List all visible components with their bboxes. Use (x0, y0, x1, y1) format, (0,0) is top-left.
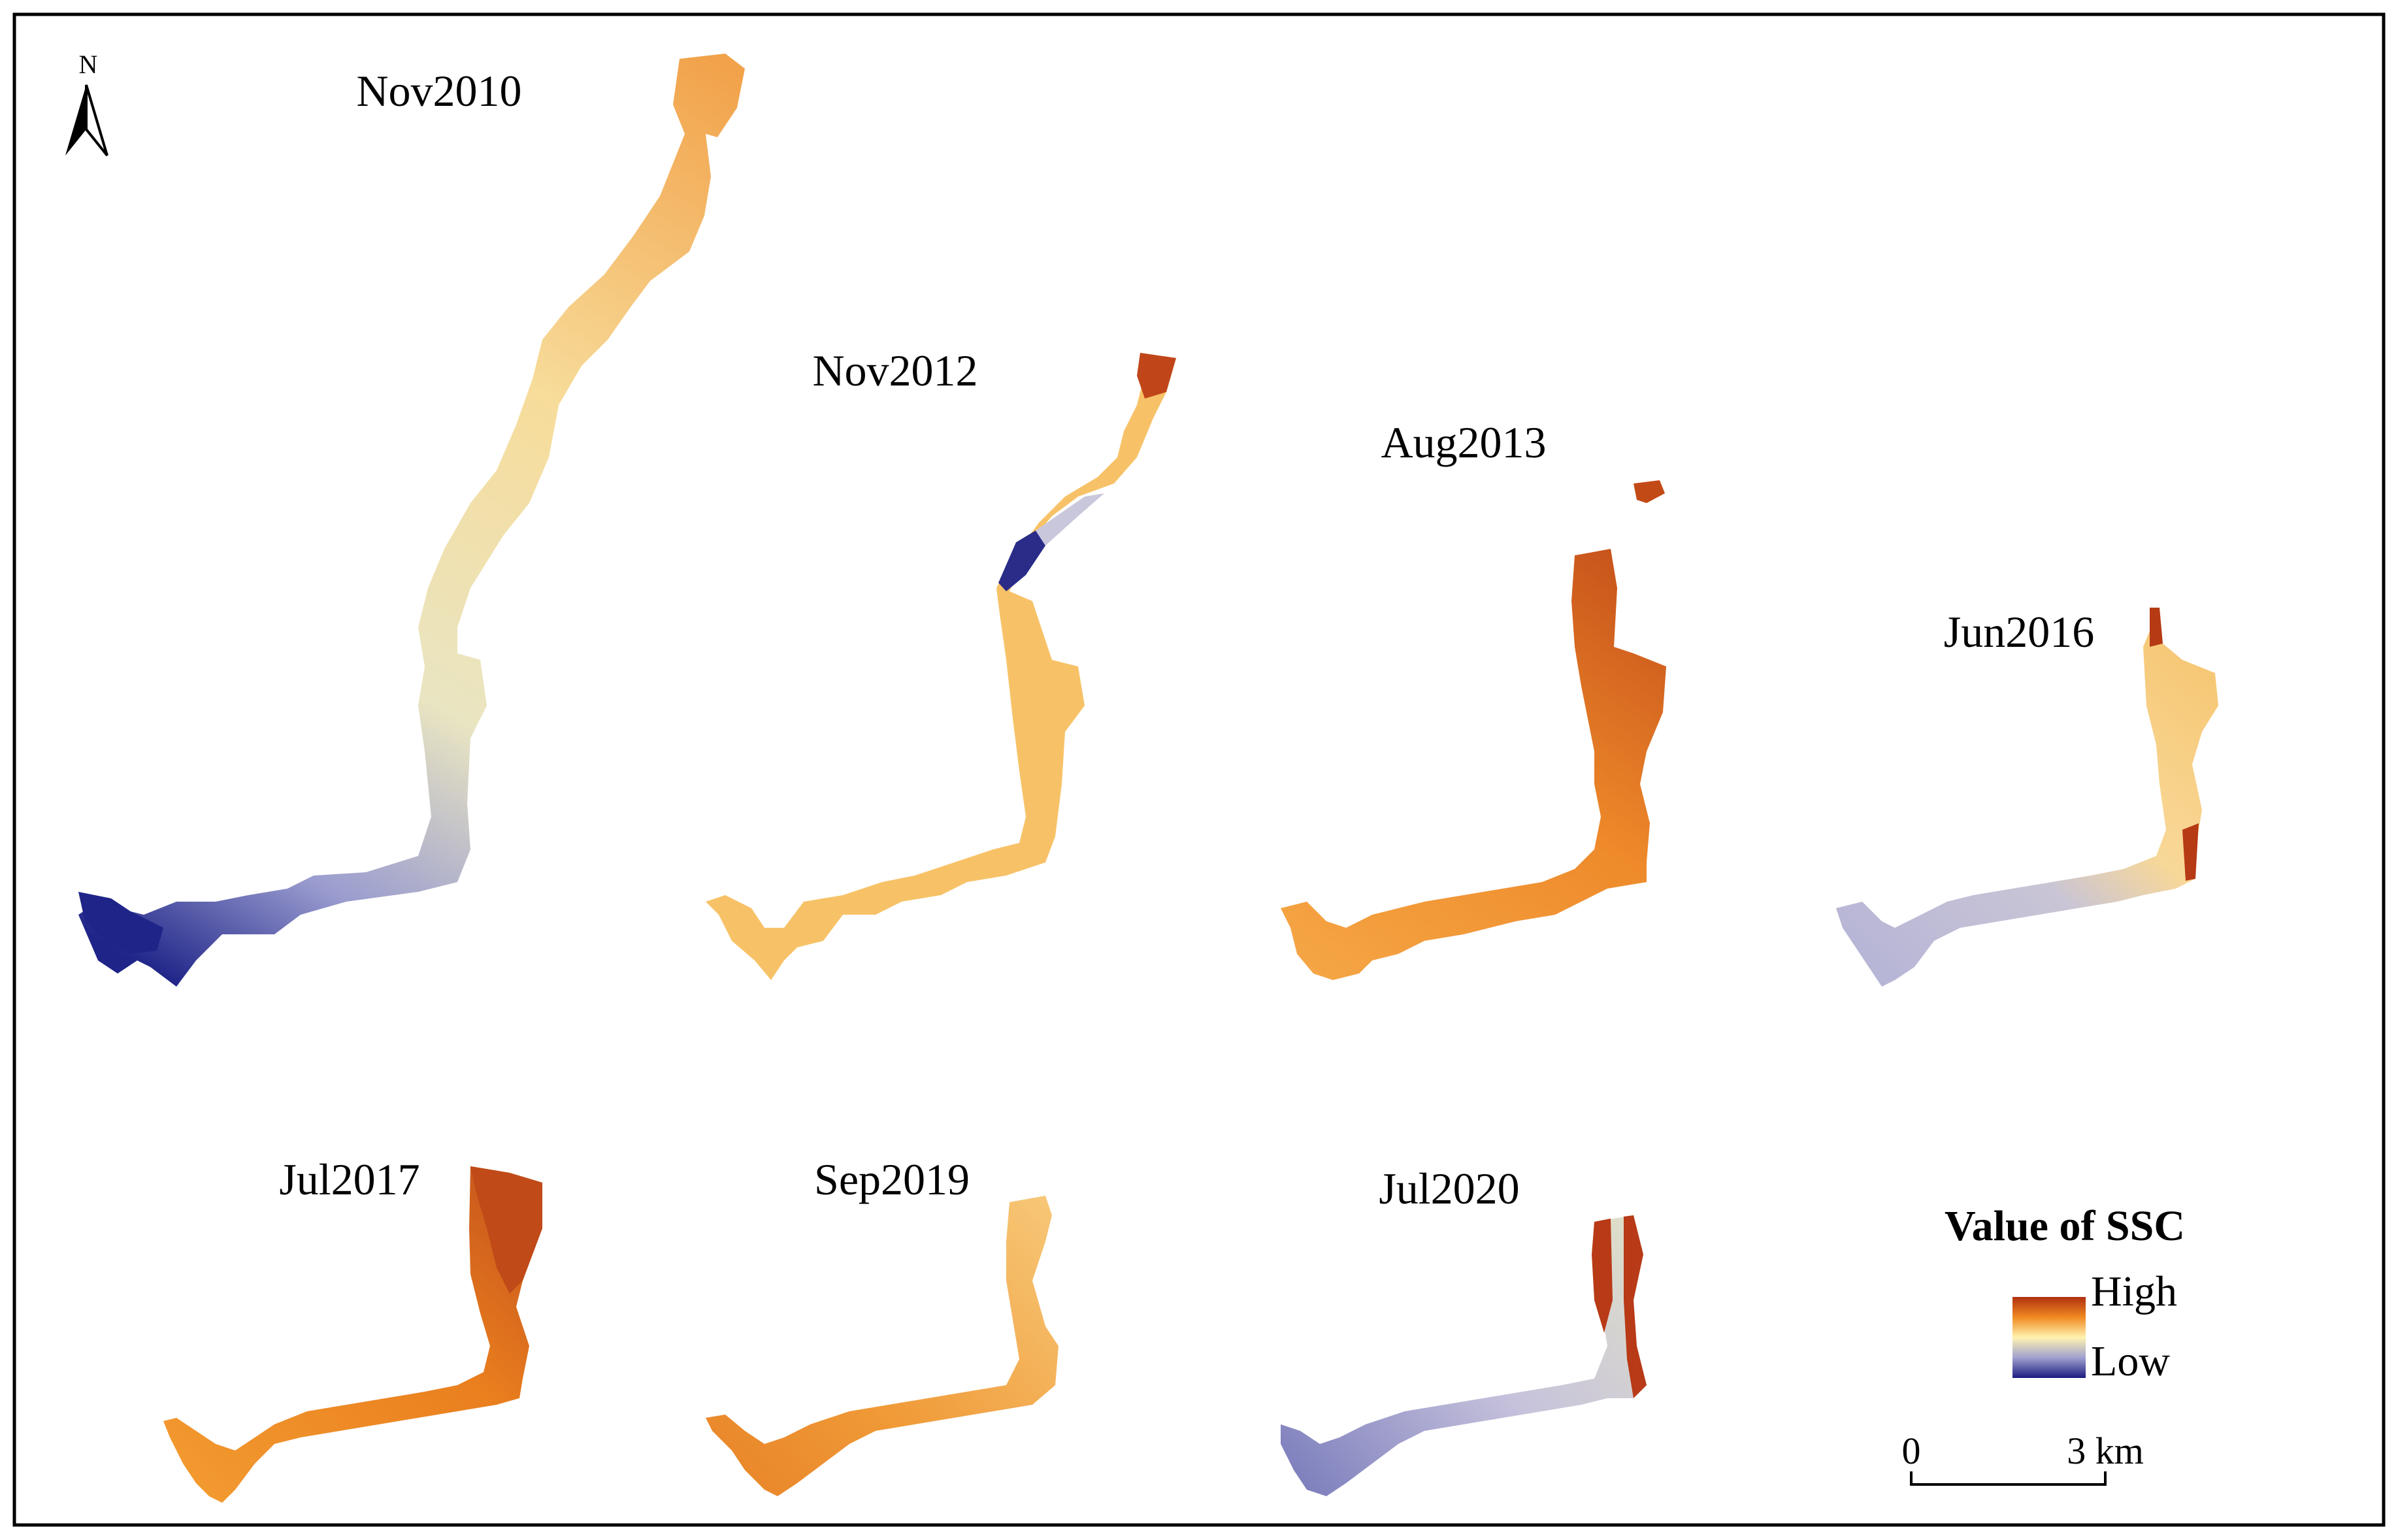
map-frame (12, 12, 2386, 1527)
legend: Value of SSC High Low (1945, 1202, 2185, 1385)
river-dark-patch (1137, 353, 1176, 399)
panel-jul2017: Jul2017 (163, 1155, 542, 1503)
river-islet (1634, 480, 1665, 503)
river-shape (706, 353, 1176, 980)
river-shape (1281, 1215, 1647, 1496)
north-arrow-left-icon (65, 85, 86, 156)
panel-jun2016: Jun2016 (1836, 607, 2218, 987)
panel-label: Aug2013 (1381, 418, 1546, 467)
river-shape (1836, 608, 2218, 987)
river-shape (1281, 549, 1666, 980)
river-dark-patch (1592, 1219, 1613, 1333)
river-dark-patch (998, 531, 1045, 591)
river-shape (78, 54, 745, 987)
panel-label: Jul2020 (1379, 1164, 1519, 1213)
legend-high-label: High (2091, 1268, 2177, 1315)
scale-start-label: 0 (1902, 1430, 1921, 1472)
scale-bar: 0 3 km (1902, 1430, 2144, 1486)
river-shape (706, 1196, 1059, 1496)
river-dark-patch (78, 892, 163, 954)
panel-label: Jul2017 (279, 1155, 419, 1204)
panel-aug2013: Aug2013 (1281, 418, 1666, 980)
river-dark-patch (2182, 823, 2199, 881)
panel-nov2010: Nov2010 (78, 54, 745, 987)
river-dark-patch (2150, 608, 2163, 647)
river-grey-patch (1036, 493, 1104, 546)
scale-bar-line (1910, 1471, 2107, 1486)
panel-label: Nov2010 (356, 66, 521, 116)
river-dark-patch (470, 1166, 542, 1294)
river-dark-patch (1624, 1215, 1647, 1398)
panel-label: Nov2012 (812, 346, 977, 395)
panel-label: Sep2019 (814, 1155, 970, 1204)
north-label: N (79, 50, 98, 79)
north-arrow: N (65, 50, 108, 157)
legend-low-label: Low (2091, 1337, 2170, 1385)
legend-color-ramp (2012, 1297, 2086, 1378)
legend-title: Value of SSC (1945, 1202, 2185, 1250)
north-arrow-right-icon (85, 84, 108, 157)
panel-label: Jun2016 (1944, 607, 2094, 657)
panel-nov2012: Nov2012 (706, 346, 1176, 980)
scale-end-label: 3 km (2067, 1430, 2144, 1472)
panel-sep2019: Sep2019 (706, 1155, 1059, 1496)
panel-jul2020: Jul2020 (1281, 1164, 1647, 1496)
